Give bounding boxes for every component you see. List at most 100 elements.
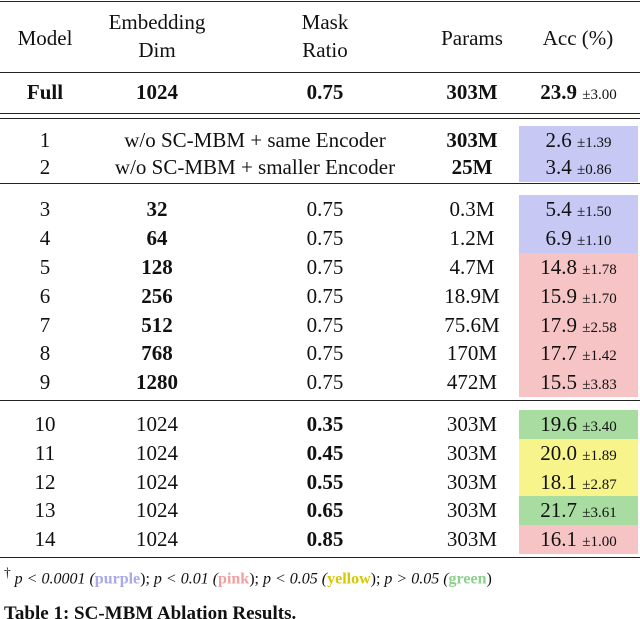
acc-std: ±1.10 — [577, 233, 612, 249]
acc-highlight — [519, 410, 638, 439]
acc-highlight — [519, 468, 638, 497]
embedding-dim: 256 — [141, 284, 173, 308]
mask-ratio: 0.75 — [306, 284, 344, 308]
model-id: 9 — [39, 370, 51, 394]
embedding-dim: 1024 — [136, 527, 178, 551]
acc-value: 18.1 — [540, 470, 577, 494]
acc-highlight — [519, 253, 638, 282]
header-params: Params — [441, 26, 503, 50]
params: 303M — [446, 527, 498, 551]
mask-ratio: 0.75 — [306, 255, 344, 279]
acc-highlight — [519, 224, 638, 253]
model-id: 13 — [34, 498, 56, 522]
acc-highlight — [519, 339, 638, 368]
header-mask: Ratio — [302, 38, 348, 62]
embedding-dim: 768 — [141, 341, 173, 365]
mask-ratio: 0.75 — [306, 341, 344, 365]
condition: p < 0.05 ( — [262, 570, 328, 588]
acc-highlight — [519, 282, 638, 311]
double-rule — [0, 118, 640, 120]
acc-highlight — [519, 496, 638, 525]
acc-cell: 20.0 ±1.89 — [519, 440, 638, 469]
acc-std: ±2.58 — [582, 320, 617, 336]
config: w/o SC-MBM + smaller Encoder — [114, 155, 396, 179]
embedding-dim: 1024 — [136, 412, 178, 436]
mask-ratio: 0.75 — [306, 370, 344, 394]
acc-std: ±1.70 — [582, 291, 617, 307]
mask-ratio: 0.75 — [306, 226, 344, 250]
acc-cell: 6.9 ±1.10 — [519, 225, 638, 254]
acc-cell: 14.8 ±1.78 — [519, 254, 638, 283]
model-id: 3 — [39, 197, 51, 221]
params: 303M — [446, 470, 498, 494]
embedding-dim: 512 — [141, 313, 173, 337]
acc-std: ±3.83 — [582, 377, 617, 393]
model-id: 7 — [39, 313, 51, 337]
embedding-dim: 1280 — [136, 370, 178, 394]
header-dim: Dim — [138, 38, 176, 62]
acc-std: ±2.87 — [582, 477, 617, 493]
acc-std: ±3.40 — [582, 419, 617, 435]
mask-ratio: 0.35 — [306, 412, 344, 436]
color-word: green — [448, 570, 487, 588]
acc-cell: 21.7 ±3.61 — [519, 497, 638, 526]
acc-highlight — [519, 368, 638, 397]
acc-std: ±0.86 — [577, 162, 612, 178]
bottom-rule — [0, 557, 640, 559]
acc-highlight — [519, 195, 638, 224]
footnote-mark: † — [4, 565, 11, 580]
model-id: 4 — [39, 226, 51, 250]
header-dim: Embedding — [108, 10, 206, 34]
embedding-dim: 1024 — [136, 498, 178, 522]
acc-std: ±1.50 — [577, 204, 612, 220]
mask-ratio: 0.65 — [306, 498, 344, 522]
punct: ) — [486, 570, 492, 588]
acc-cell: 15.9 ±1.70 — [519, 283, 638, 312]
params: 303M — [446, 441, 498, 465]
acc-highlight — [519, 311, 638, 340]
model-id: 5 — [39, 255, 51, 279]
condition: p < 0.0001 ( — [14, 570, 95, 588]
acc-highlight — [519, 525, 638, 554]
acc-cell: 15.5 ±3.83 — [519, 369, 638, 398]
mask-ratio: 0.75 — [306, 313, 344, 337]
params: 303M — [446, 498, 498, 522]
full-dim: 1024 — [136, 80, 178, 104]
top-rule — [0, 1, 640, 3]
acc-cell: 5.4 ±1.50 — [519, 196, 638, 225]
group-rule — [0, 400, 640, 402]
footnote: † p < 0.0001 (purple); p < 0.01 (pink); … — [4, 565, 492, 588]
group-rule — [0, 183, 640, 185]
params: 18.9M — [444, 284, 500, 308]
header-rule — [0, 72, 640, 74]
params: 303M — [446, 412, 498, 436]
acc-value: 5.4 — [545, 197, 572, 221]
acc-value: 3.4 — [545, 155, 572, 179]
header-mask: Mask — [301, 10, 349, 34]
params: 4.7M — [449, 255, 495, 279]
punct: ); — [140, 570, 150, 588]
acc-value: 17.7 — [540, 341, 577, 365]
acc-value: 14.8 — [540, 255, 577, 279]
acc-value: 19.6 — [540, 412, 577, 436]
mask-ratio: 0.55 — [306, 470, 344, 494]
acc-value: 16.1 — [540, 527, 577, 551]
model-id: 14 — [34, 527, 56, 551]
model-id: 12 — [34, 470, 56, 494]
condition: p < 0.01 ( — [153, 570, 219, 588]
acc-highlight — [519, 126, 638, 155]
acc-cell: 23.9 ±3.00 — [519, 79, 638, 108]
mask-ratio: 0.85 — [306, 527, 344, 551]
acc-value: 20.0 — [540, 441, 577, 465]
acc-value: 2.6 — [545, 128, 572, 152]
params: 0.3M — [449, 197, 495, 221]
punct: ); — [370, 570, 381, 588]
params: 1.2M — [449, 226, 495, 250]
header-model: Model — [17, 26, 73, 50]
acc-value: 17.9 — [540, 313, 577, 337]
acc-value: 15.9 — [540, 284, 577, 308]
acc-cell: 19.6 ±3.40 — [519, 411, 638, 440]
acc-std: ±1.89 — [582, 448, 617, 464]
color-word: yellow — [327, 570, 371, 588]
acc-cell: 17.9 ±2.58 — [519, 312, 638, 341]
